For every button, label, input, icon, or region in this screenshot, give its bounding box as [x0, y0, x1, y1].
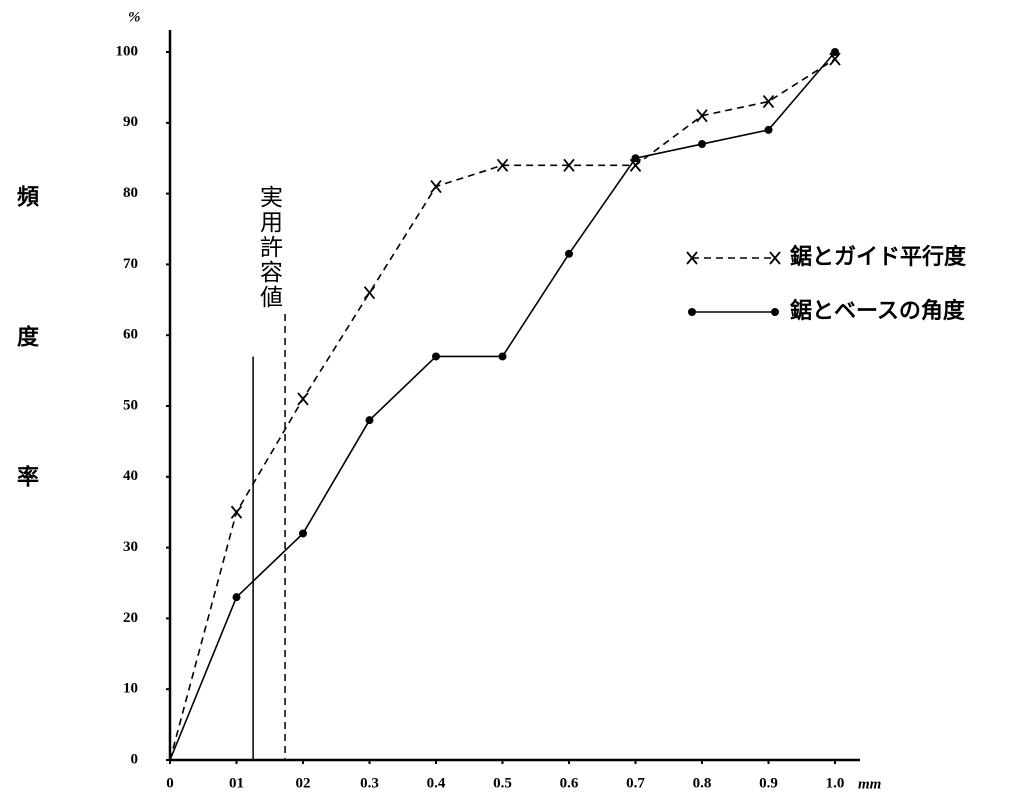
marker-stroke: [696, 109, 708, 123]
y-tick-label: 50: [123, 397, 138, 413]
legend-marker: [771, 308, 779, 316]
x-tick-label: 0.7: [626, 775, 645, 791]
marker: [432, 352, 440, 361]
marker: [496, 158, 509, 172]
marker: [563, 158, 575, 172]
x-tick-label: 0.5: [493, 775, 512, 791]
x-tick-label: 0.8: [693, 775, 712, 791]
x-tick-label: 0: [166, 775, 174, 791]
legend-label: 鋸とベースの角度: [790, 298, 966, 324]
marker: [762, 94, 775, 109]
annotation: 実用許容値: [256, 185, 284, 310]
marker: [696, 109, 708, 123]
y-tick-label: 70: [123, 256, 138, 272]
marker-stroke: [496, 158, 509, 172]
legend-marker: [769, 251, 781, 265]
marker-stroke: [762, 94, 775, 109]
marker: [365, 416, 374, 425]
marker-stroke: [829, 52, 841, 66]
x-tick-label: 0.6: [560, 775, 579, 791]
legend-label: 鋸とガイド平行度: [790, 244, 967, 270]
marker: [764, 125, 773, 134]
marker: [430, 179, 442, 194]
legend-marker: [688, 308, 696, 316]
marker-stroke: [363, 286, 376, 300]
x-tick-label: 0.4: [427, 775, 446, 791]
marker: [299, 529, 307, 538]
legend-marker: [686, 251, 698, 265]
marker: [230, 505, 243, 519]
marker-stroke: [629, 158, 642, 172]
marker: [297, 392, 309, 406]
marker: [363, 286, 376, 300]
series-line: [169, 51, 836, 761]
x-tick-label: 02: [296, 775, 311, 791]
marker: [629, 158, 642, 172]
y-tick-label: 90: [123, 114, 138, 130]
y-unit: %: [128, 9, 141, 25]
marker: [498, 352, 507, 361]
y-tick-label: 20: [123, 610, 138, 626]
marker: [232, 593, 241, 602]
marker-stroke: [297, 392, 309, 406]
x-tick-label: 0.9: [759, 775, 778, 791]
marker: [631, 154, 640, 163]
y-tick-label: 80: [123, 185, 138, 201]
y-tick-label: 40: [123, 468, 138, 484]
marker-stroke: [230, 505, 243, 519]
y-tick-label: 60: [123, 327, 138, 343]
y-axis-label: 頻度率: [13, 185, 39, 605]
y-tick-label: 100: [116, 43, 139, 59]
x-tick-label: 0.3: [360, 775, 379, 791]
marker: [698, 140, 706, 149]
x-tick-label: 01: [229, 775, 244, 791]
marker: [831, 48, 839, 56]
marker: [565, 249, 573, 258]
x-tick-label: 1.0: [826, 775, 845, 791]
marker-stroke: [430, 179, 442, 194]
x-unit: mm: [858, 776, 881, 792]
marker-stroke: [563, 158, 575, 172]
y-tick-label: 10: [123, 681, 138, 697]
y-tick-label: 0: [131, 751, 139, 767]
y-tick-label: 30: [123, 539, 138, 555]
